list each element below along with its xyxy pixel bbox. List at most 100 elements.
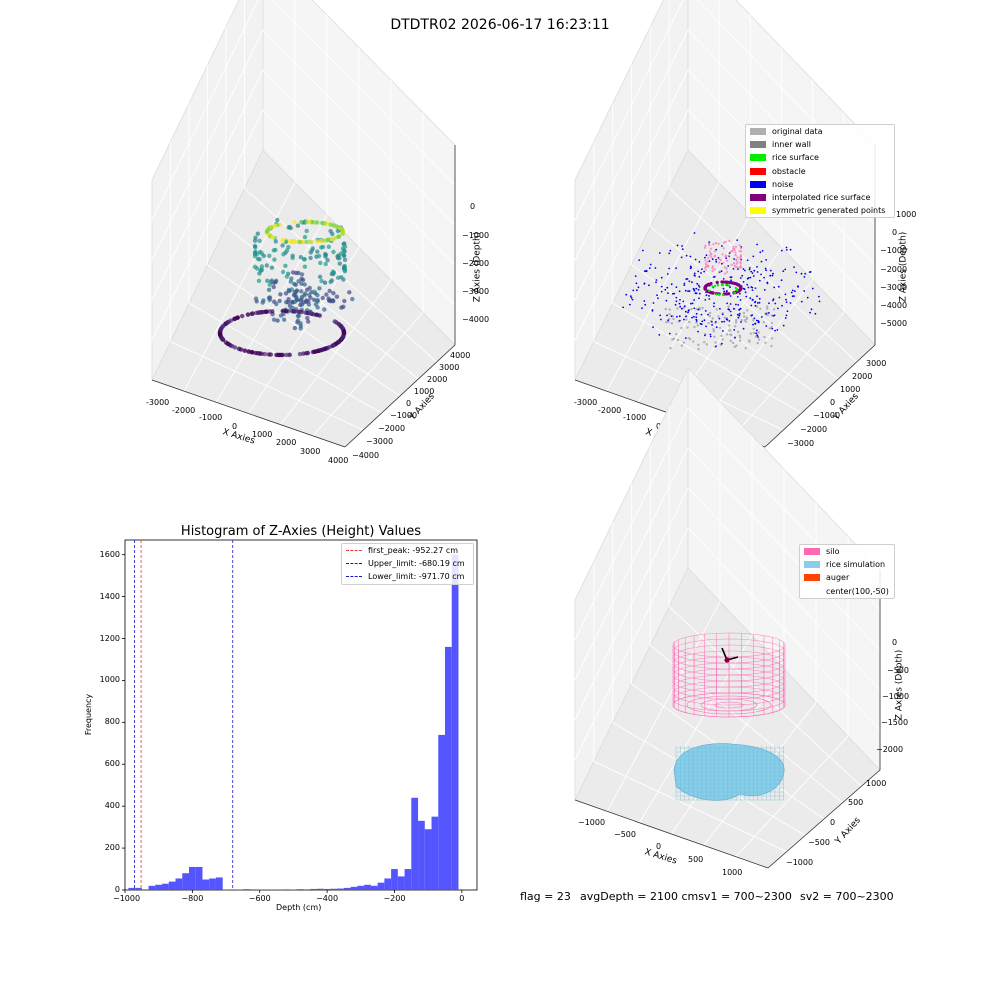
p2-point-noise: [809, 311, 811, 314]
p4-ztick-3: −1500: [881, 718, 909, 727]
p2-point-noise: [773, 286, 776, 289]
p2-point-noise: [672, 292, 674, 295]
p2-ytick-6: −3000: [787, 439, 815, 448]
p1-point: [261, 253, 267, 259]
p2-point-noise: [737, 316, 740, 319]
p2-point-noise: [811, 287, 814, 290]
p1-point: [271, 248, 277, 253]
p2-point-noise: [690, 266, 693, 269]
p1-point: [292, 325, 298, 331]
p2-point-silo: [714, 242, 718, 245]
p2-point-noise: [682, 300, 685, 303]
p2-point-silo: [730, 263, 733, 266]
p2-point-original: [770, 321, 774, 325]
p2-point-noise: [750, 286, 753, 288]
p2-point-noise: [741, 274, 744, 277]
p3-ytick-label: 800: [104, 717, 120, 727]
p2-point-original: [757, 338, 761, 341]
p1-ytick-3: 1000: [414, 387, 435, 396]
p2-point-original: [713, 335, 716, 338]
legend-label: obstacle: [772, 166, 806, 176]
p2-point-noise: [713, 305, 715, 308]
p1-point: [239, 347, 244, 352]
p2-point-original: [720, 334, 723, 337]
p3-bar: [411, 797, 419, 890]
p2-point-noise: [676, 315, 678, 318]
p2-point-noise: [693, 272, 696, 275]
p3-bar: [404, 869, 412, 890]
p2-point-original: [707, 321, 710, 325]
p2-ztick-0: 1000: [896, 210, 917, 219]
p1-point: [304, 219, 310, 225]
p2-point-silo: [732, 245, 735, 248]
p3-ytick-label: 1600: [99, 549, 120, 559]
p2-point-noise: [732, 268, 735, 270]
p2-point-noise: [729, 310, 732, 313]
legend-label: inner wall: [772, 140, 812, 150]
p2-point-noise: [804, 272, 807, 275]
p1-point: [315, 239, 320, 244]
p2-point-original: [768, 327, 771, 330]
p2-point-noise: [738, 313, 741, 315]
p2-point-noise: [739, 292, 741, 295]
p2-point-noise: [745, 295, 748, 298]
p2-point-silo: [723, 241, 726, 244]
p2-ytick-0: 3000: [866, 359, 887, 368]
legend-item-silo: silo: [800, 545, 894, 558]
p2-point-noise: [675, 296, 678, 299]
p2-point-silo: [721, 253, 724, 256]
p2-point-original: [676, 307, 679, 310]
p2-point-silo: [739, 253, 743, 257]
p3-bar: [148, 885, 156, 890]
p2-point-noise: [689, 255, 692, 258]
p3-xtick-label: 0: [459, 894, 465, 903]
p2-point-noise: [772, 315, 775, 317]
p1-point: [298, 302, 303, 308]
p2-point-original: [703, 340, 706, 344]
p2-point-noise: [673, 292, 676, 295]
p2-point-noise: [754, 301, 756, 304]
p2-point-silo: [717, 242, 720, 245]
p2-point-noise: [739, 277, 742, 279]
p1-point: [275, 217, 280, 223]
p2-point-original: [725, 333, 729, 336]
p2-point-silo: [713, 250, 717, 253]
p2-point-noise: [698, 286, 701, 288]
legend-item-inner-wall: inner wall: [746, 138, 894, 151]
p3-bar: [128, 887, 136, 890]
p2-point-original: [734, 321, 738, 324]
p3-bar: [189, 866, 196, 890]
p2-point-noise: [711, 258, 714, 260]
p2-point-noise: [642, 249, 644, 252]
p1-point: [342, 264, 347, 269]
p2-point-noise: [763, 276, 765, 279]
p2-point-original: [770, 337, 774, 340]
legend-swatch: [750, 194, 766, 202]
p1-point: [314, 254, 319, 259]
p2-point-noise: [696, 282, 699, 285]
legend-item-auger: auger: [800, 571, 894, 584]
p2-point-noise: [641, 307, 643, 309]
p3-bar: [370, 885, 378, 890]
p2-point-noise: [688, 280, 691, 283]
p4-ytick-1: 500: [848, 798, 864, 807]
status-flag: flag = 23: [520, 890, 571, 903]
p2-point-noise: [736, 296, 739, 298]
p2-point-noise: [729, 303, 732, 305]
p4-grid-h: [574, 487, 881, 721]
p3-bar: [323, 888, 331, 890]
p2-point-original: [770, 314, 773, 317]
p2-point-noise: [688, 309, 690, 311]
p2-point-noise: [683, 318, 685, 321]
legend-label: Upper_limit: -680.19 cm: [368, 559, 465, 569]
p1-point: [280, 269, 286, 275]
p2-point-noise: [720, 270, 723, 273]
p2-point-original: [746, 309, 749, 312]
p1-point: [317, 286, 322, 291]
p2-point-noise: [753, 269, 756, 272]
p2-point-noise: [707, 313, 709, 316]
p2-point-noise: [785, 301, 788, 303]
p2-point-original: [770, 344, 773, 348]
p1-ztick-4: −4000: [462, 315, 490, 324]
p2-point-noise: [625, 293, 628, 296]
